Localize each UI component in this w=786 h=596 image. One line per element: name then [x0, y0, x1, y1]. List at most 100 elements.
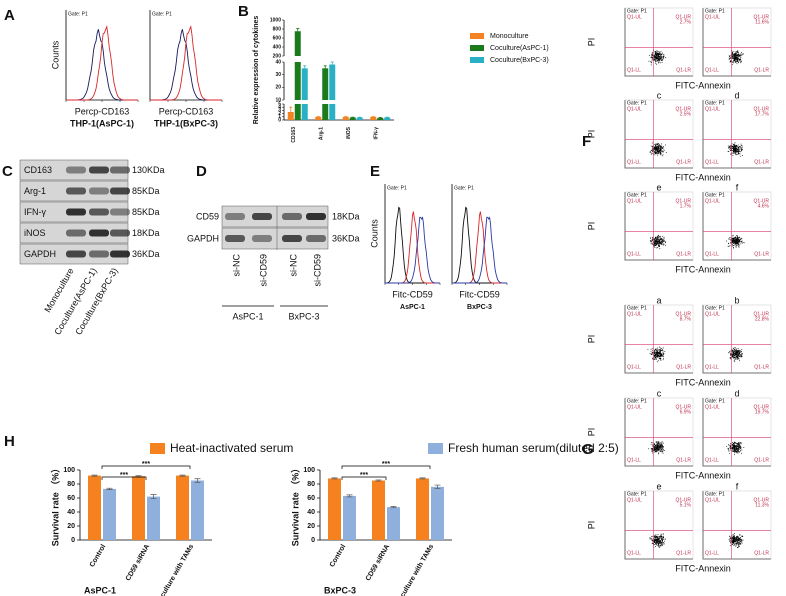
dot	[652, 540, 653, 541]
dot	[738, 351, 740, 353]
dot	[733, 57, 735, 59]
dot	[741, 535, 743, 537]
plot-letter: a	[656, 295, 661, 305]
dot	[662, 359, 664, 361]
dot	[735, 154, 737, 156]
dot	[656, 355, 658, 356]
dot	[654, 244, 655, 245]
dot	[734, 544, 736, 546]
dot	[736, 242, 737, 244]
dot	[652, 352, 654, 353]
size-label: 130KDa	[132, 165, 165, 175]
dot	[657, 153, 659, 154]
dot	[650, 241, 652, 243]
dot	[735, 452, 737, 454]
dot	[737, 539, 739, 541]
dot	[652, 237, 653, 239]
dot	[741, 354, 742, 356]
dot	[659, 58, 661, 60]
dot	[742, 149, 743, 150]
dot	[658, 147, 660, 149]
dot	[652, 358, 653, 359]
error-bar	[289, 106, 293, 112]
dot	[738, 240, 739, 242]
dot	[659, 446, 661, 448]
bar-segment	[329, 104, 336, 120]
dot	[652, 243, 653, 245]
error-bar	[296, 28, 300, 32]
dot	[734, 448, 736, 449]
dot	[663, 150, 665, 151]
dot	[656, 56, 657, 58]
dot	[735, 442, 737, 444]
dot	[735, 55, 737, 57]
dot	[736, 445, 738, 447]
quadrant-label: Q1-LL	[627, 457, 641, 463]
dot	[736, 350, 737, 352]
dot	[655, 143, 656, 145]
dot	[653, 449, 655, 451]
dot	[728, 238, 730, 239]
plot-frame	[624, 99, 694, 169]
dot	[740, 148, 742, 150]
dot	[662, 450, 664, 452]
dot	[737, 444, 738, 446]
dot	[651, 146, 653, 147]
bar-segment	[322, 68, 329, 100]
dot	[730, 448, 732, 450]
gate-label: Gate: P1	[705, 398, 725, 404]
dot	[737, 443, 739, 445]
dot	[665, 57, 667, 58]
dot	[735, 242, 737, 243]
dot	[737, 50, 739, 52]
dot	[651, 150, 652, 151]
x-tick-label: Control	[329, 543, 348, 568]
dot	[732, 154, 734, 156]
dot	[659, 352, 661, 354]
dot	[654, 536, 656, 538]
blot-band	[306, 213, 326, 220]
bar	[370, 116, 377, 120]
dot	[660, 153, 661, 154]
quadrant-label: Q1-LR	[676, 364, 691, 370]
plot-letter: f	[736, 182, 739, 192]
dot	[653, 539, 655, 540]
dot	[660, 443, 662, 445]
quadrant-label: Q1-UR	[675, 311, 691, 317]
dot	[660, 442, 661, 444]
dot	[739, 58, 741, 60]
dot	[660, 153, 662, 155]
dot	[733, 360, 735, 361]
dot	[729, 447, 731, 448]
x-tick-label: CD163	[291, 127, 297, 143]
dot	[739, 539, 741, 541]
dot	[732, 538, 734, 539]
dot	[739, 243, 741, 245]
quadrant-label: Q1-LL	[705, 364, 719, 370]
dot	[731, 150, 733, 152]
dot	[737, 448, 739, 450]
dot	[660, 243, 661, 245]
quadrant-label: Q1-LR	[754, 251, 769, 257]
dot	[733, 537, 734, 539]
dot	[738, 55, 740, 57]
dot	[733, 541, 734, 543]
dot	[734, 542, 736, 544]
dot	[656, 238, 658, 240]
dot	[737, 52, 739, 53]
dot	[736, 354, 738, 356]
dot	[660, 149, 662, 150]
dot	[741, 53, 743, 55]
dot	[735, 358, 737, 360]
dot	[737, 60, 738, 62]
dot	[663, 353, 665, 355]
dot	[656, 242, 658, 244]
dot	[650, 443, 652, 445]
quadrant-label: Q1-LL	[705, 159, 719, 165]
dot	[742, 539, 744, 541]
dot	[733, 356, 734, 358]
bar	[384, 117, 391, 120]
dot	[658, 51, 660, 53]
dot	[659, 53, 660, 55]
dot	[739, 240, 740, 242]
